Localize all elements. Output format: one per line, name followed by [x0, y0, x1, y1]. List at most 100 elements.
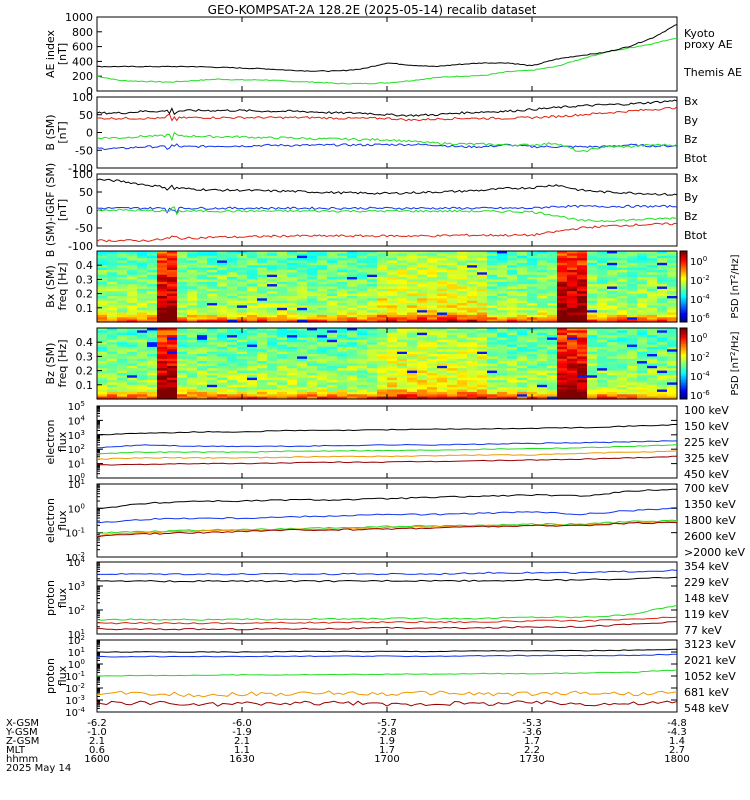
- bz_psd-cell: [297, 330, 308, 334]
- bx_psd-cell: [537, 262, 548, 266]
- bx_psd-cell: [287, 307, 298, 311]
- bx_psd-cell: [297, 310, 308, 314]
- bz_psd-cell: [647, 394, 658, 398]
- bz_psd-cell: [157, 396, 168, 400]
- bz_psd-cell: [457, 370, 468, 374]
- bx_psd-cell: [137, 286, 148, 290]
- bx_psd-cell: [507, 253, 518, 257]
- bx_psd-cell: [207, 272, 218, 276]
- bz_psd-cell: [577, 389, 588, 393]
- bz_psd-cell: [357, 368, 368, 372]
- bz_psd-cell: [107, 342, 118, 346]
- bz_psd-cell: [457, 332, 468, 336]
- bz_psd-cell: [387, 332, 398, 336]
- bx_psd-cell: [567, 298, 578, 302]
- bz_psd-cell: [667, 361, 678, 365]
- bz_psd-cell: [667, 375, 678, 379]
- bx_psd-cell: [637, 286, 648, 290]
- bx_psd-cell: [427, 272, 438, 276]
- bx_psd-cell: [667, 298, 678, 302]
- bx_psd-cell: [177, 269, 188, 273]
- bz_psd-cell: [207, 396, 218, 400]
- bx_psd-cell: [207, 286, 218, 290]
- bz_psd-cell: [137, 368, 148, 372]
- bx_psd-cell: [277, 303, 288, 307]
- bx_psd-cell: [447, 312, 458, 316]
- bx_psd-cell: [247, 314, 258, 318]
- bx_psd-cell: [257, 251, 268, 254]
- bz_psd-cell: [617, 377, 628, 381]
- bz_psd-cell: [597, 342, 608, 346]
- bx_psd-cell: [317, 265, 328, 269]
- bz_psd-cell: [377, 365, 388, 369]
- bz_psd-cell: [487, 337, 498, 341]
- bx_psd-cell: [107, 305, 118, 309]
- electron_high-series-2000kev: [96, 521, 678, 538]
- bz_psd-cell: [337, 342, 348, 346]
- bz_psd-cell: [97, 356, 108, 360]
- bz_psd-cell: [147, 344, 158, 348]
- bx_psd-cell: [327, 284, 338, 288]
- bx_psd-cell: [507, 317, 518, 321]
- bx_psd-cell: [647, 286, 658, 290]
- bx_psd-cell: [437, 279, 448, 283]
- bz_psd-cell: [227, 349, 238, 353]
- bz_psd-cell: [227, 377, 238, 381]
- bx_psd-cell: [127, 296, 138, 299]
- bx_psd-ytick-label: 0.2: [76, 288, 94, 301]
- bx_psd-cell: [377, 296, 388, 299]
- bz_psd-cell: [177, 344, 188, 348]
- bz_psd-cell: [167, 394, 178, 398]
- bx_psd-cell: [207, 274, 218, 278]
- bz_psd-cell: [247, 342, 258, 346]
- bx_psd-cell: [477, 265, 488, 269]
- bx_psd-cell: [377, 284, 388, 288]
- bx_psd-cell: [307, 300, 318, 304]
- bx_psd-cell: [297, 319, 308, 323]
- bz_psd-cell: [627, 368, 638, 372]
- bx_psd-cell: [227, 274, 238, 278]
- bz_psd-cell: [217, 375, 228, 379]
- bx_psd-cell: [617, 305, 628, 309]
- bz_psd-cell: [617, 354, 628, 357]
- b_igrf-series-by: [96, 204, 678, 214]
- bz_psd-cell: [417, 380, 428, 384]
- bz_psd-cell: [667, 387, 678, 391]
- bx_psd-cell: [137, 296, 148, 299]
- bz_psd-cell: [277, 354, 288, 357]
- bx_psd-cell: [437, 251, 448, 254]
- bz_psd-cell: [267, 346, 278, 350]
- bx_psd-cell: [667, 265, 678, 269]
- bx_psd-cell: [327, 291, 338, 295]
- bz_psd-cell: [137, 342, 148, 346]
- bx_psd-cell: [197, 310, 208, 314]
- bx_psd-cell: [267, 267, 278, 271]
- bx_psd-cell: [547, 305, 558, 309]
- bz_psd-cell: [97, 380, 108, 384]
- bz_psd-cell: [147, 339, 158, 343]
- bz_psd-cell: [237, 389, 248, 393]
- bx_psd-cell: [207, 277, 218, 280]
- bz_psd-cell: [137, 375, 148, 379]
- proton_low-series-119kev: [97, 616, 678, 625]
- bx_psd-cell: [397, 262, 408, 266]
- bx_psd-colorbar-seg: [680, 318, 687, 321]
- bz_psd-cell: [157, 351, 168, 355]
- bx_psd-cell: [457, 312, 468, 316]
- bz_psd-cell: [427, 346, 438, 350]
- bz_psd-cell: [307, 373, 318, 376]
- bx_psd-cell: [167, 288, 178, 292]
- bz_psd-cell: [467, 391, 478, 395]
- bx_psd-cell: [157, 260, 168, 264]
- bz_psd-cell: [467, 384, 478, 388]
- bz_psd-cell: [627, 361, 638, 365]
- bz_psd-cell: [547, 387, 558, 391]
- bz_psd-cell: [627, 332, 638, 336]
- bx_psd-cell: [167, 303, 178, 307]
- bz_psd-cell: [267, 332, 278, 336]
- bx_psd-cell: [407, 310, 418, 314]
- bz_psd-cell: [417, 344, 428, 348]
- bz_psd-cell: [287, 346, 298, 350]
- ephemeris-value: 1630: [229, 754, 254, 765]
- bz_psd-cell: [177, 330, 188, 334]
